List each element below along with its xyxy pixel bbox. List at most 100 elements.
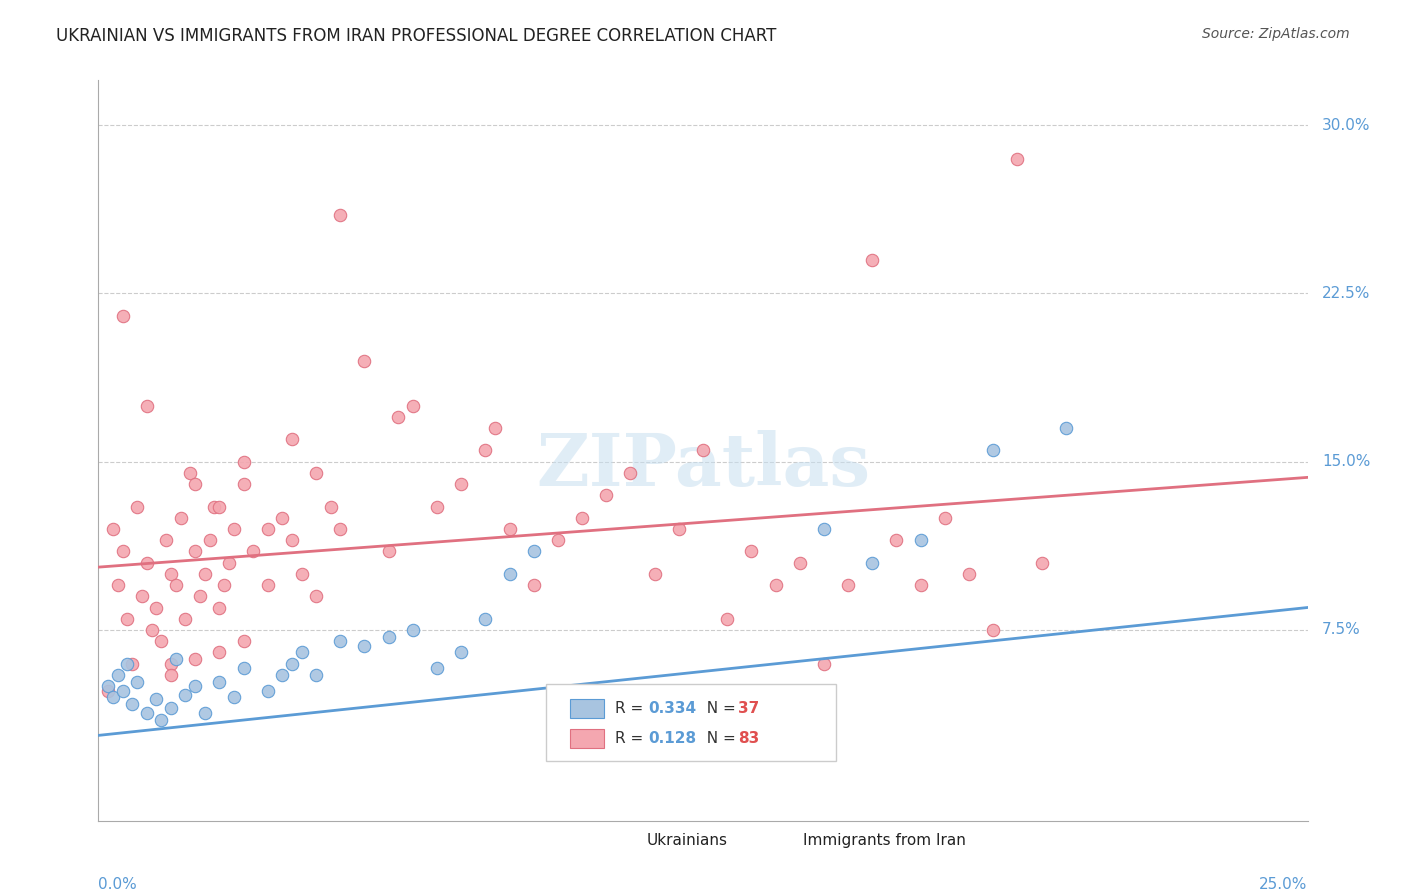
Text: N =: N =: [697, 701, 741, 716]
Point: [813, 522, 835, 536]
Point: [474, 612, 496, 626]
Point: [208, 500, 231, 514]
Point: [194, 706, 217, 720]
Point: [101, 690, 124, 705]
Text: Source: ZipAtlas.com: Source: ZipAtlas.com: [1202, 27, 1350, 41]
Point: [668, 522, 690, 536]
Point: [740, 544, 762, 558]
Point: [329, 522, 352, 536]
Point: [179, 466, 201, 480]
Point: [450, 477, 472, 491]
Text: 22.5%: 22.5%: [1322, 286, 1371, 301]
Point: [981, 623, 1004, 637]
Point: [523, 544, 546, 558]
Point: [111, 683, 134, 698]
Point: [765, 578, 787, 592]
Point: [160, 668, 183, 682]
Point: [141, 623, 163, 637]
Point: [101, 522, 124, 536]
Point: [716, 612, 738, 626]
FancyBboxPatch shape: [569, 729, 603, 748]
Point: [232, 661, 254, 675]
Point: [135, 399, 157, 413]
Point: [860, 556, 883, 570]
Point: [131, 589, 153, 603]
Point: [595, 488, 617, 502]
Point: [150, 634, 173, 648]
Point: [426, 500, 449, 514]
Point: [174, 612, 197, 626]
Point: [135, 706, 157, 720]
Point: [377, 630, 399, 644]
Point: [571, 510, 593, 524]
Point: [145, 600, 167, 615]
FancyBboxPatch shape: [763, 832, 794, 849]
Text: Ukrainians: Ukrainians: [647, 833, 727, 848]
Text: 15.0%: 15.0%: [1322, 454, 1371, 469]
Point: [1054, 421, 1077, 435]
Point: [208, 674, 231, 689]
Point: [619, 466, 641, 480]
Point: [155, 533, 177, 548]
Point: [305, 466, 328, 480]
Point: [145, 692, 167, 706]
Point: [377, 544, 399, 558]
Point: [402, 399, 425, 413]
Text: N =: N =: [697, 731, 741, 746]
Point: [256, 683, 278, 698]
FancyBboxPatch shape: [546, 683, 837, 762]
Point: [498, 522, 520, 536]
Point: [910, 533, 932, 548]
Point: [474, 443, 496, 458]
Point: [981, 443, 1004, 458]
Point: [160, 657, 183, 671]
Text: 0.128: 0.128: [648, 731, 697, 746]
Point: [281, 432, 304, 446]
Point: [450, 645, 472, 659]
Point: [165, 652, 187, 666]
Point: [208, 645, 231, 659]
Point: [184, 652, 207, 666]
Point: [281, 533, 304, 548]
Point: [111, 544, 134, 558]
Point: [910, 578, 932, 592]
Point: [184, 477, 207, 491]
Point: [194, 566, 217, 581]
Point: [204, 500, 226, 514]
Point: [218, 556, 240, 570]
Point: [290, 645, 312, 659]
Text: UKRAINIAN VS IMMIGRANTS FROM IRAN PROFESSIONAL DEGREE CORRELATION CHART: UKRAINIAN VS IMMIGRANTS FROM IRAN PROFES…: [56, 27, 776, 45]
Point: [290, 566, 312, 581]
Point: [121, 657, 143, 671]
Point: [127, 674, 149, 689]
Point: [523, 578, 546, 592]
Text: 83: 83: [738, 731, 759, 746]
Point: [135, 556, 157, 570]
Point: [256, 522, 278, 536]
Point: [789, 556, 811, 570]
Point: [184, 679, 207, 693]
Point: [198, 533, 221, 548]
Point: [107, 668, 129, 682]
Point: [160, 701, 183, 715]
Point: [232, 477, 254, 491]
Point: [256, 578, 278, 592]
Point: [1031, 556, 1053, 570]
Point: [484, 421, 506, 435]
Point: [121, 697, 143, 711]
Text: 25.0%: 25.0%: [1260, 877, 1308, 892]
Point: [692, 443, 714, 458]
Text: 7.5%: 7.5%: [1322, 623, 1361, 638]
Point: [547, 533, 569, 548]
Point: [281, 657, 304, 671]
Point: [426, 661, 449, 675]
Text: 0.334: 0.334: [648, 701, 697, 716]
Point: [329, 208, 352, 222]
Point: [117, 657, 139, 671]
Point: [97, 683, 120, 698]
Point: [242, 544, 264, 558]
Point: [271, 668, 294, 682]
Point: [305, 589, 328, 603]
Point: [169, 510, 191, 524]
Text: R =: R =: [614, 701, 648, 716]
